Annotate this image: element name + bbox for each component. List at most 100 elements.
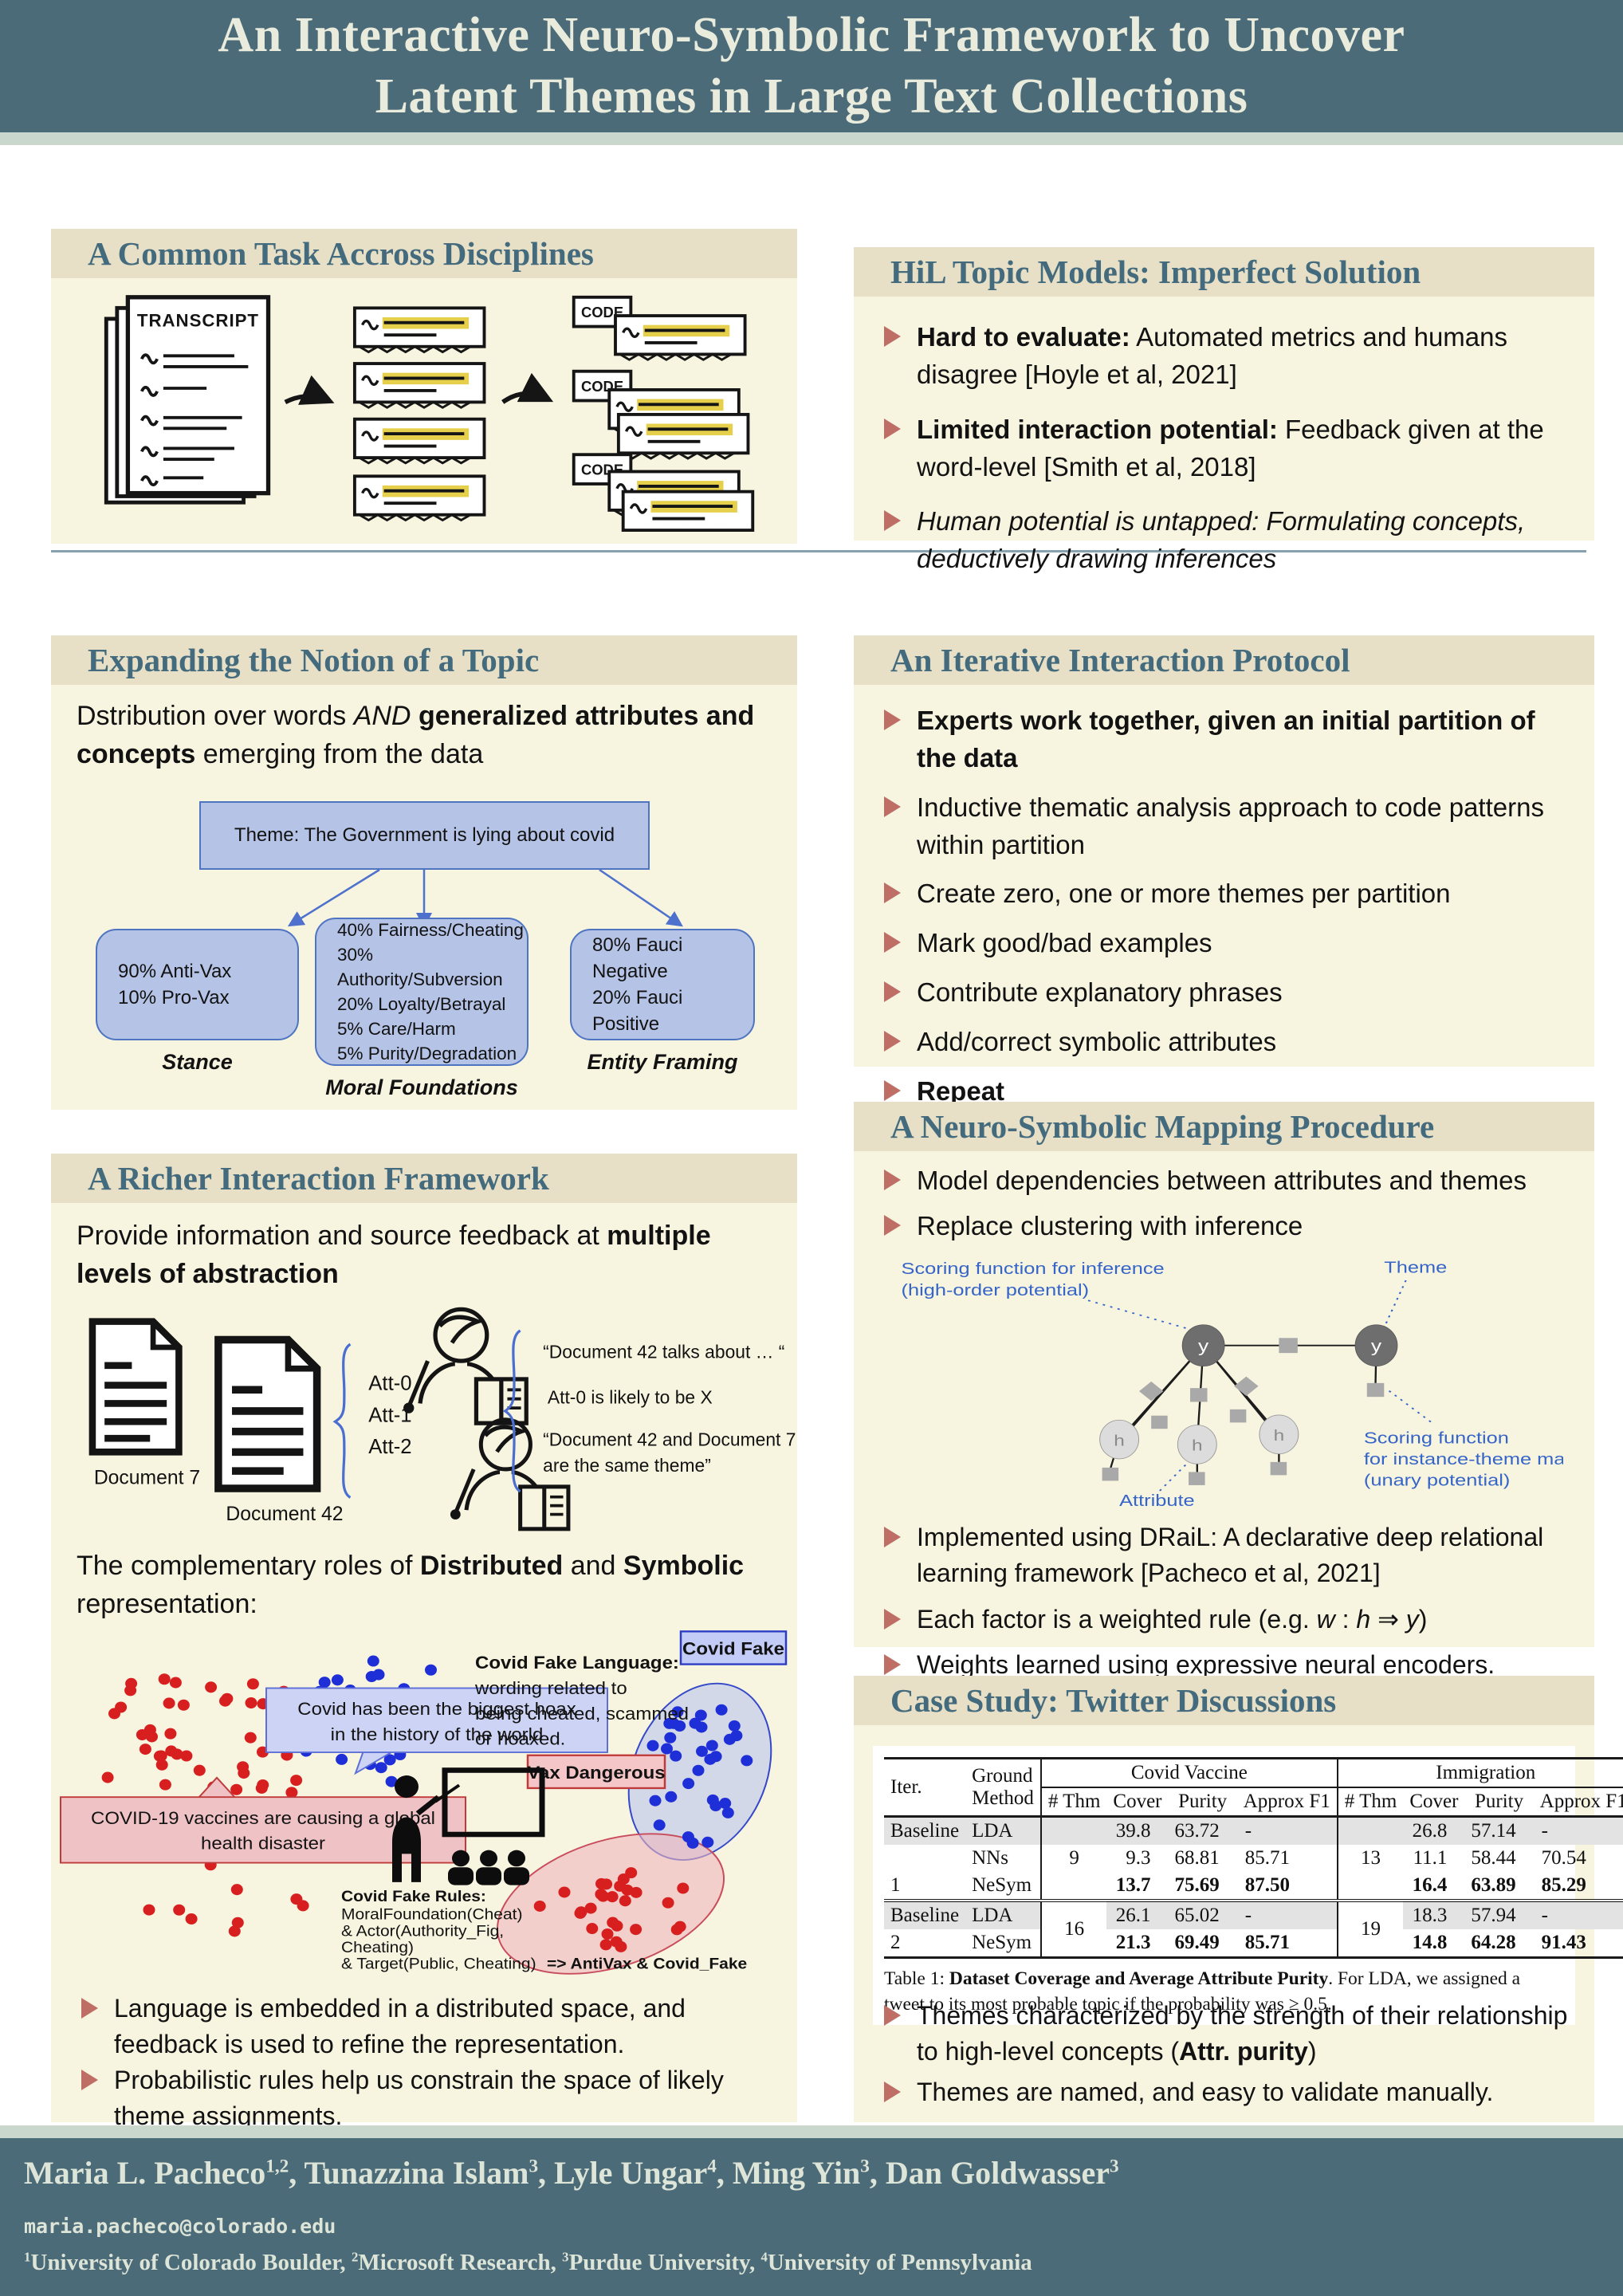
bullet-triangle-icon <box>884 2005 901 2026</box>
scatter-dot <box>621 1884 634 1896</box>
brace-quotes <box>502 1329 521 1493</box>
bullet-triangle-icon <box>884 932 901 953</box>
bottom-accent-strip <box>0 2125 1623 2138</box>
row-divider-line <box>51 550 1586 552</box>
att-label-0: Att-0 <box>368 1372 411 1394</box>
scatter-dot <box>285 1787 298 1799</box>
scatter-dot <box>230 1783 243 1795</box>
section-title-expanding: Expanding the Notion of a Topic <box>88 642 540 678</box>
rules-line4: Cheating) <box>341 1939 414 1956</box>
code-group-3: CODE <box>572 453 755 532</box>
quote-3-line2: are the same theme” <box>543 1455 711 1476</box>
scatter-dot <box>163 1697 175 1709</box>
bullet-triangle-icon <box>884 1031 901 1052</box>
scoring-unary-label-2: for instance-theme mapping <box>1364 1449 1563 1468</box>
h-node-label: h <box>1192 1437 1203 1454</box>
y-node-label: y <box>1198 1337 1208 1356</box>
scatter-dot <box>173 1904 186 1916</box>
footer-banner: Maria L. Pacheco1,2, Tunazzina Islam3, L… <box>0 2138 1623 2296</box>
section-band-common-task: A Common Task Accross Disciplines <box>51 229 797 278</box>
scatter-dot <box>686 1837 699 1849</box>
section-title-hil: HiL Topic Models: Imperfect Solution <box>890 254 1421 290</box>
y-node-label: y <box>1371 1337 1381 1356</box>
document-42-label: Document 42 <box>226 1504 343 1525</box>
scatter-dot <box>704 1753 717 1765</box>
brace-docs <box>332 1343 352 1499</box>
scatter-dot <box>677 1882 690 1894</box>
sub-header: # Thm <box>1336 1787 1404 1818</box>
code-label-1: CODE <box>581 304 623 320</box>
top-accent-strip <box>0 132 1623 145</box>
scatter-dot <box>139 1744 151 1755</box>
scatter-dot <box>706 1794 719 1806</box>
scatter-dot <box>611 1920 623 1932</box>
scatter-dot <box>425 1664 437 1676</box>
feedback-levels-figure: Document 7 Document 42 Att-0 Att-1 Att-2 <box>88 1300 796 1535</box>
case-bullet-2: Themes are named, and easy to validate m… <box>884 2074 1570 2110</box>
moral-line: 5% Purity/Degradation <box>337 1044 517 1063</box>
results-table-card: Iter. Ground Method Covid Vaccine Immigr… <box>873 1746 1623 2026</box>
sub-header: Purity <box>1168 1787 1237 1818</box>
scatter-dot <box>649 1795 662 1807</box>
scatter-dot <box>245 1697 257 1709</box>
sub-header: # Thm <box>1039 1787 1107 1818</box>
fake-language-line1: Covid Fake Language: <box>475 1653 679 1673</box>
scatter-dot <box>630 1924 643 1936</box>
rules-line5: & Target(Public, Cheating) <box>341 1956 536 1972</box>
att-label-2: Att-2 <box>368 1436 411 1458</box>
neuro-bullet-3: Implemented using DRaiL: A declarative d… <box>884 1520 1566 1592</box>
quote-2: Att-0 is likely to be X <box>548 1386 713 1407</box>
scatter-dot <box>670 1924 683 1936</box>
authors-line: Maria L. Pacheco1,2, Tunazzina Islam3, L… <box>24 2155 1119 2191</box>
section-band-case-study: Case Study: Twitter Discussions <box>854 1676 1594 1725</box>
hil-bullet-2: Limited interaction potential: Feedback … <box>884 411 1566 486</box>
neuro-bullet-2: Replace clustering with inference <box>884 1208 1566 1245</box>
scatter-dot <box>695 1721 708 1733</box>
scatter-dot <box>228 1925 241 1937</box>
scatter-dot <box>670 1750 682 1762</box>
moral-foundations-box: 40% Fairness/Cheating 30% Authority/Subv… <box>315 918 529 1066</box>
sub-header: Purity <box>1464 1787 1534 1818</box>
section-band-expanding: Expanding the Notion of a Topic <box>51 635 797 685</box>
bullet-triangle-icon <box>884 1527 901 1547</box>
moral-line: 30% Authority/Subversion <box>337 945 503 989</box>
panel-case-study: Iter. Ground Method Covid Vaccine Immigr… <box>854 1725 1623 2122</box>
scatter-dot <box>246 1678 259 1690</box>
protocol-bullet-3: Create zero, one or more themes per part… <box>884 875 1566 913</box>
moral-caption: Moral Foundations <box>325 1075 518 1099</box>
transcript-icon: TRANSCRIPT <box>104 295 271 505</box>
scatter-dot <box>230 1884 243 1896</box>
poster-title-banner: An Interactive Neuro-Symbolic Framework … <box>0 0 1623 132</box>
scatter-dot <box>231 1917 244 1928</box>
scatter-dot <box>741 1755 753 1767</box>
fake-language-line4: or hoaxed. <box>475 1728 565 1748</box>
hil-bullet-1: Hard to evaluate: Automated metrics and … <box>884 319 1566 394</box>
sub-header: Cover <box>1106 1787 1169 1818</box>
neuro-bullet-5: Weights learned using expressive neural … <box>884 1647 1566 1683</box>
table-row: Baseline LDA 39.8 63.72 - 26.8 57.14 - <box>884 1816 1623 1845</box>
scatter-dot <box>238 1767 250 1779</box>
scatter-dot <box>171 1748 183 1760</box>
bullet-triangle-icon <box>884 1654 901 1676</box>
graph-nodes: y y h h h <box>1099 1324 1398 1464</box>
scatter-dot <box>619 1895 631 1907</box>
table-row: 2 NeSym 21.3 69.49 85.71 14.8 64.28 91.4… <box>890 1932 1586 1953</box>
covid-fake-label: Covid Fake <box>679 1630 788 1665</box>
scatter-dot <box>719 1798 732 1810</box>
scatter-dot <box>586 1923 599 1935</box>
table-row: NeSym 13.7 75.69 87.50 16.4 63.89 85.29 <box>884 1872 1623 1901</box>
table-caption: Table 1: Dataset Coverage and Average At… <box>884 1968 1521 2015</box>
theme-box: Theme: The Government is lying about cov… <box>199 801 650 870</box>
hoax-line2: in the history of the world <box>331 1724 544 1744</box>
bullet-triangle-icon <box>884 1170 901 1190</box>
group-header-covid: Covid Vaccine <box>1039 1758 1338 1788</box>
bullet-triangle-icon <box>884 418 901 439</box>
protocol-bullet-1: Experts work together, given an initial … <box>884 702 1566 777</box>
section-title-neuro: A Neuro-Symbolic Mapping Procedure <box>890 1108 1435 1145</box>
quote-3-line1: “Document 42 and Document 7 <box>543 1429 796 1450</box>
col-header-iter: Iter. <box>884 1758 966 1818</box>
scatter-dot <box>661 1743 673 1755</box>
scatter-dot <box>177 1699 190 1711</box>
vax-dangerous-cluster-ellipse <box>496 1833 725 1975</box>
expert-1-icon <box>403 1309 526 1423</box>
